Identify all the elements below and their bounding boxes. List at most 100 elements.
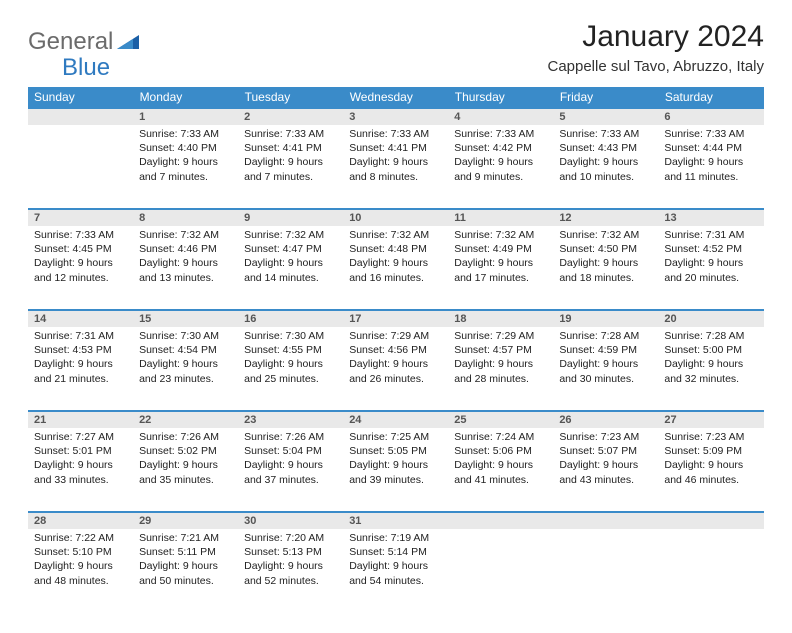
daylight-text: Daylight: 9 hours and 52 minutes. — [244, 559, 337, 587]
daylight-text: Daylight: 9 hours and 21 minutes. — [34, 357, 127, 385]
day-header: Tuesday — [238, 87, 343, 108]
day-cell: Sunrise: 7:33 AMSunset: 4:41 PMDaylight:… — [238, 125, 343, 209]
daylight-text: Daylight: 9 hours and 33 minutes. — [34, 458, 127, 486]
day-cell: Sunrise: 7:32 AMSunset: 4:49 PMDaylight:… — [448, 226, 553, 310]
day-cell: Sunrise: 7:23 AMSunset: 5:07 PMDaylight:… — [553, 428, 658, 512]
day-content-row: Sunrise: 7:33 AMSunset: 4:45 PMDaylight:… — [28, 226, 764, 310]
sunrise-text: Sunrise: 7:33 AM — [349, 127, 442, 141]
day-content-row: Sunrise: 7:31 AMSunset: 4:53 PMDaylight:… — [28, 327, 764, 411]
daylight-text: Daylight: 9 hours and 26 minutes. — [349, 357, 442, 385]
daylight-text: Daylight: 9 hours and 7 minutes. — [244, 155, 337, 183]
sunrise-text: Sunrise: 7:21 AM — [139, 531, 232, 545]
day-header-row: Sunday Monday Tuesday Wednesday Thursday… — [28, 87, 764, 108]
day-header: Sunday — [28, 87, 133, 108]
day-cell: Sunrise: 7:32 AMSunset: 4:50 PMDaylight:… — [553, 226, 658, 310]
daylight-text: Daylight: 9 hours and 43 minutes. — [559, 458, 652, 486]
sunset-text: Sunset: 5:06 PM — [454, 444, 547, 458]
day-cell — [448, 529, 553, 613]
sunrise-text: Sunrise: 7:23 AM — [559, 430, 652, 444]
day-number-row: 123456 — [28, 108, 764, 125]
sunset-text: Sunset: 4:57 PM — [454, 343, 547, 357]
day-cell: Sunrise: 7:28 AMSunset: 5:00 PMDaylight:… — [658, 327, 763, 411]
day-number: 11 — [448, 209, 553, 226]
logo-text-blue: Blue — [62, 54, 110, 82]
sunrise-text: Sunrise: 7:32 AM — [244, 228, 337, 242]
sunrise-text: Sunrise: 7:23 AM — [664, 430, 757, 444]
daylight-text: Daylight: 9 hours and 12 minutes. — [34, 256, 127, 284]
day-content-row: Sunrise: 7:22 AMSunset: 5:10 PMDaylight:… — [28, 529, 764, 613]
daylight-text: Daylight: 9 hours and 41 minutes. — [454, 458, 547, 486]
day-number — [553, 512, 658, 529]
day-cell: Sunrise: 7:27 AMSunset: 5:01 PMDaylight:… — [28, 428, 133, 512]
sunset-text: Sunset: 5:14 PM — [349, 545, 442, 559]
day-cell: Sunrise: 7:24 AMSunset: 5:06 PMDaylight:… — [448, 428, 553, 512]
daylight-text: Daylight: 9 hours and 32 minutes. — [664, 357, 757, 385]
day-number — [448, 512, 553, 529]
day-cell: Sunrise: 7:28 AMSunset: 4:59 PMDaylight:… — [553, 327, 658, 411]
sunrise-text: Sunrise: 7:28 AM — [559, 329, 652, 343]
day-number: 17 — [343, 310, 448, 327]
sunset-text: Sunset: 5:05 PM — [349, 444, 442, 458]
sunrise-text: Sunrise: 7:33 AM — [664, 127, 757, 141]
month-title: January 2024 — [547, 20, 764, 54]
day-number — [28, 108, 133, 125]
day-number: 16 — [238, 310, 343, 327]
day-cell — [553, 529, 658, 613]
sunrise-text: Sunrise: 7:28 AM — [664, 329, 757, 343]
day-cell — [28, 125, 133, 209]
day-number: 12 — [553, 209, 658, 226]
day-header: Thursday — [448, 87, 553, 108]
day-number-row: 28293031 — [28, 512, 764, 529]
sunset-text: Sunset: 4:44 PM — [664, 141, 757, 155]
sunset-text: Sunset: 4:45 PM — [34, 242, 127, 256]
daylight-text: Daylight: 9 hours and 54 minutes. — [349, 559, 442, 587]
day-number: 30 — [238, 512, 343, 529]
day-number: 4 — [448, 108, 553, 125]
day-cell: Sunrise: 7:32 AMSunset: 4:48 PMDaylight:… — [343, 226, 448, 310]
daylight-text: Daylight: 9 hours and 13 minutes. — [139, 256, 232, 284]
sunrise-text: Sunrise: 7:30 AM — [139, 329, 232, 343]
day-number: 24 — [343, 411, 448, 428]
daylight-text: Daylight: 9 hours and 46 minutes. — [664, 458, 757, 486]
sunrise-text: Sunrise: 7:22 AM — [34, 531, 127, 545]
sunset-text: Sunset: 5:02 PM — [139, 444, 232, 458]
daylight-text: Daylight: 9 hours and 35 minutes. — [139, 458, 232, 486]
sunrise-text: Sunrise: 7:31 AM — [664, 228, 757, 242]
day-number: 29 — [133, 512, 238, 529]
sunset-text: Sunset: 5:10 PM — [34, 545, 127, 559]
sunset-text: Sunset: 4:41 PM — [349, 141, 442, 155]
sunrise-text: Sunrise: 7:20 AM — [244, 531, 337, 545]
day-header: Friday — [553, 87, 658, 108]
daylight-text: Daylight: 9 hours and 48 minutes. — [34, 559, 127, 587]
daylight-text: Daylight: 9 hours and 50 minutes. — [139, 559, 232, 587]
day-cell: Sunrise: 7:22 AMSunset: 5:10 PMDaylight:… — [28, 529, 133, 613]
day-number: 27 — [658, 411, 763, 428]
day-cell: Sunrise: 7:26 AMSunset: 5:02 PMDaylight:… — [133, 428, 238, 512]
sunset-text: Sunset: 5:13 PM — [244, 545, 337, 559]
sunrise-text: Sunrise: 7:33 AM — [34, 228, 127, 242]
daylight-text: Daylight: 9 hours and 8 minutes. — [349, 155, 442, 183]
day-number: 7 — [28, 209, 133, 226]
sunrise-text: Sunrise: 7:32 AM — [559, 228, 652, 242]
day-cell: Sunrise: 7:29 AMSunset: 4:56 PMDaylight:… — [343, 327, 448, 411]
day-number: 21 — [28, 411, 133, 428]
day-number-row: 14151617181920 — [28, 310, 764, 327]
calendar-table: Sunday Monday Tuesday Wednesday Thursday… — [28, 87, 764, 613]
sunset-text: Sunset: 4:53 PM — [34, 343, 127, 357]
sunset-text: Sunset: 5:00 PM — [664, 343, 757, 357]
day-number: 26 — [553, 411, 658, 428]
sunset-text: Sunset: 5:09 PM — [664, 444, 757, 458]
day-cell: Sunrise: 7:31 AMSunset: 4:53 PMDaylight:… — [28, 327, 133, 411]
sunset-text: Sunset: 4:40 PM — [139, 141, 232, 155]
day-header: Saturday — [658, 87, 763, 108]
day-number: 13 — [658, 209, 763, 226]
sunrise-text: Sunrise: 7:29 AM — [349, 329, 442, 343]
sunset-text: Sunset: 4:56 PM — [349, 343, 442, 357]
day-cell: Sunrise: 7:19 AMSunset: 5:14 PMDaylight:… — [343, 529, 448, 613]
sunrise-text: Sunrise: 7:26 AM — [139, 430, 232, 444]
day-cell: Sunrise: 7:30 AMSunset: 4:55 PMDaylight:… — [238, 327, 343, 411]
daylight-text: Daylight: 9 hours and 10 minutes. — [559, 155, 652, 183]
day-cell — [658, 529, 763, 613]
daylight-text: Daylight: 9 hours and 28 minutes. — [454, 357, 547, 385]
day-number: 15 — [133, 310, 238, 327]
